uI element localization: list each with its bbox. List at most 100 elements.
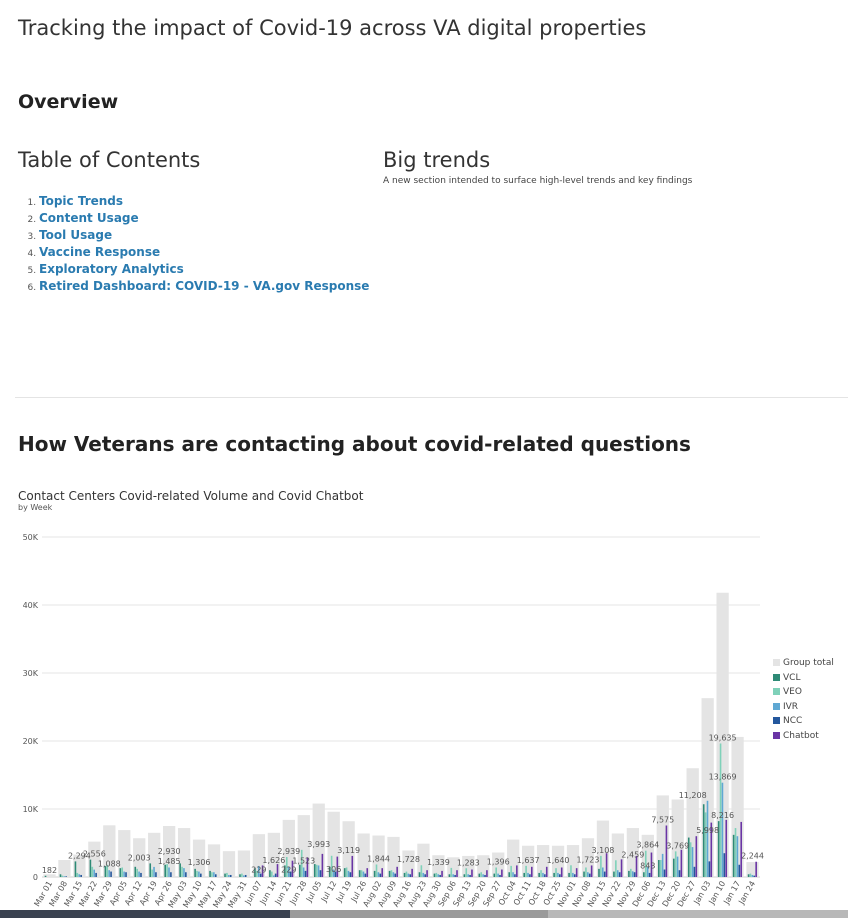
toc-list: Topic Trends Content Usage Tool Usage Va… bbox=[18, 193, 369, 295]
bar-ivr bbox=[317, 865, 320, 877]
bar-chatbot bbox=[590, 865, 593, 877]
bar-veo bbox=[166, 864, 168, 877]
bar-veo bbox=[106, 864, 109, 877]
strip-image-right bbox=[548, 910, 848, 918]
bar-ncc bbox=[229, 874, 232, 877]
y-tick-label: 10K bbox=[23, 805, 39, 814]
bar-chatbot bbox=[725, 819, 728, 877]
strip-image-left bbox=[0, 910, 290, 918]
y-tick-label: 0 bbox=[33, 873, 38, 882]
bar-vcl bbox=[672, 858, 675, 877]
bar-group-total bbox=[372, 835, 385, 877]
bar-chatbot bbox=[665, 825, 668, 877]
bar-ncc bbox=[678, 870, 681, 877]
data-label: 1,306 bbox=[188, 858, 211, 867]
bar-vcl bbox=[433, 873, 436, 877]
data-label: 13,869 bbox=[709, 773, 737, 782]
toc-link-retired-dashboard[interactable]: Retired Dashboard: COVID-19 - VA.gov Res… bbox=[39, 279, 370, 293]
bar-vcl bbox=[523, 872, 525, 877]
bar-ivr bbox=[108, 870, 110, 877]
chart-grid: 0 10K 20K 30K 40K 50K bbox=[23, 533, 760, 882]
bar-ncc bbox=[439, 874, 441, 877]
toc-link-topic-trends[interactable]: Topic Trends bbox=[39, 194, 124, 208]
bar-chatbot bbox=[291, 860, 294, 877]
legend-label: VCL bbox=[783, 672, 801, 683]
legend-label: Group total bbox=[783, 658, 834, 668]
legend-item: IVR bbox=[773, 700, 834, 715]
bar-ivr bbox=[272, 875, 275, 877]
bar-chatbot bbox=[366, 868, 369, 877]
data-label: 3,108 bbox=[591, 846, 614, 855]
bar-veo bbox=[615, 860, 617, 877]
toc-link-exploratory-analytics[interactable]: Exploratory Analytics bbox=[39, 262, 184, 276]
data-label: 3,119 bbox=[337, 846, 360, 855]
bar-ncc bbox=[364, 873, 367, 877]
toc-link-tool-usage[interactable]: Tool Usage bbox=[39, 228, 113, 242]
toc-link-vaccine-response[interactable]: Vaccine Response bbox=[39, 245, 161, 259]
legend-item: VEO bbox=[773, 685, 834, 700]
bar-veo bbox=[405, 871, 408, 877]
bar-ivr bbox=[706, 800, 709, 877]
bar-veo bbox=[390, 870, 393, 877]
data-label: 8,216 bbox=[711, 811, 734, 820]
bar-vcl bbox=[254, 868, 256, 877]
bar-veo bbox=[630, 868, 632, 877]
bar-group-total bbox=[43, 874, 56, 877]
bar-ivr bbox=[616, 870, 619, 877]
bar-veo bbox=[315, 864, 318, 877]
bar-vcl bbox=[119, 868, 122, 877]
bar-veo bbox=[585, 867, 587, 877]
data-label: 2,003 bbox=[128, 853, 151, 862]
bar-vcl bbox=[313, 864, 316, 877]
bar-ivr bbox=[198, 871, 200, 877]
bar-vcl bbox=[538, 872, 540, 877]
legend-item: Chatbot bbox=[773, 729, 834, 744]
toc-link-content-usage[interactable]: Content Usage bbox=[39, 211, 139, 225]
data-label: 2,556 bbox=[83, 850, 106, 859]
bar-veo bbox=[495, 867, 497, 877]
bar-vcl bbox=[358, 870, 361, 877]
bar-ncc bbox=[170, 872, 172, 877]
bar-ivr bbox=[287, 866, 290, 877]
bar-vcl bbox=[209, 870, 211, 877]
data-label: 1,637 bbox=[517, 856, 540, 865]
bar-vcl bbox=[493, 873, 496, 877]
bar-veo bbox=[450, 867, 453, 877]
bar-ivr bbox=[527, 872, 529, 877]
bar-vcl bbox=[74, 861, 77, 877]
bar-vcl bbox=[164, 864, 166, 877]
bar-vcl bbox=[59, 874, 62, 877]
bar-ivr bbox=[138, 871, 140, 877]
bar-chatbot bbox=[321, 853, 324, 877]
bar-vcl bbox=[702, 804, 705, 877]
bar-chatbot bbox=[426, 870, 428, 877]
bar-ncc bbox=[529, 874, 531, 877]
data-label: 19,635 bbox=[709, 733, 737, 742]
bar-vcl bbox=[448, 874, 451, 877]
bar-ncc bbox=[663, 869, 666, 877]
bar-vcl bbox=[613, 871, 615, 877]
data-label: 5,998 bbox=[696, 826, 719, 835]
bar-chatbot bbox=[501, 869, 503, 877]
bar-chatbot bbox=[486, 870, 488, 877]
big-trends-heading: Big trends bbox=[383, 148, 491, 172]
bar-chatbot bbox=[456, 870, 458, 877]
bar-ivr bbox=[257, 865, 260, 877]
overview-heading: Overview bbox=[18, 91, 119, 113]
legend-swatch bbox=[773, 717, 780, 724]
bar-veo bbox=[570, 865, 572, 877]
bar-vcl bbox=[388, 870, 391, 877]
bar-veo bbox=[121, 867, 124, 877]
bar-ncc bbox=[693, 866, 696, 877]
bar-vcl bbox=[643, 872, 645, 877]
bar-veo bbox=[659, 860, 662, 877]
data-label: 3,864 bbox=[636, 841, 659, 850]
bar-veo bbox=[674, 851, 677, 877]
legend-swatch bbox=[773, 659, 780, 666]
data-label: 3,769 bbox=[666, 841, 689, 850]
bar-ncc bbox=[603, 871, 606, 877]
bar-chatbot bbox=[710, 822, 713, 877]
bar-chatbot bbox=[635, 855, 638, 877]
bar-veo bbox=[136, 868, 138, 877]
bar-veo bbox=[749, 873, 752, 877]
